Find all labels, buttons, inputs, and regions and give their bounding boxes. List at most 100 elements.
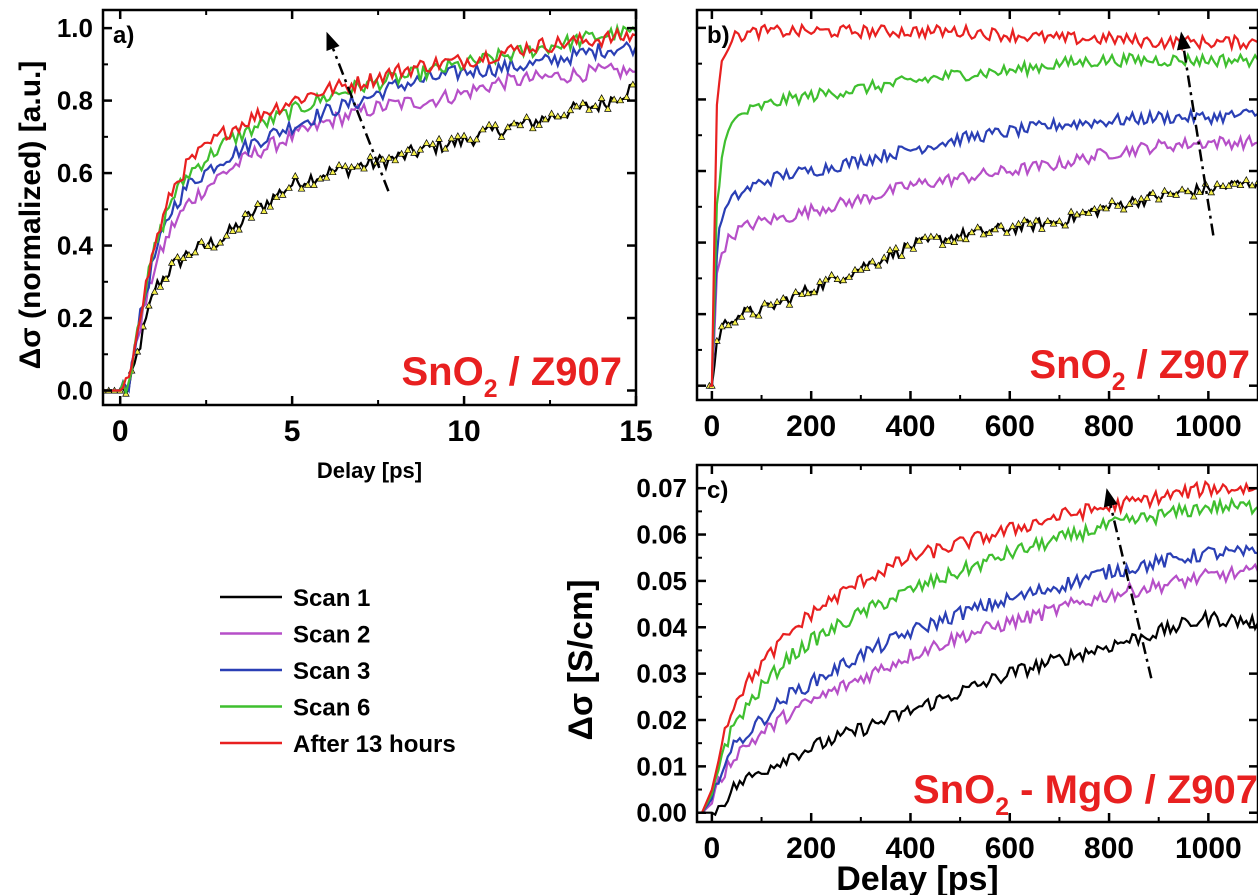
data-marker bbox=[585, 105, 593, 113]
y-tick-label: 0.02 bbox=[636, 705, 687, 735]
x-tick-label: 0 bbox=[112, 415, 129, 448]
data-marker bbox=[932, 232, 941, 240]
x-tick-label: 5 bbox=[284, 415, 301, 448]
data-marker bbox=[773, 297, 781, 305]
data-marker bbox=[839, 276, 848, 284]
y-tick-label: 0.05 bbox=[636, 566, 687, 596]
data-marker bbox=[991, 225, 999, 233]
trend-arrow-line bbox=[331, 48, 390, 192]
data-marker bbox=[1137, 194, 1145, 202]
data-marker bbox=[1008, 222, 1017, 230]
y-tick-label: 0.2 bbox=[57, 303, 93, 333]
x-tick-label: 800 bbox=[1084, 410, 1134, 443]
legend-label: Scan 2 bbox=[293, 622, 370, 649]
data-marker bbox=[779, 294, 788, 301]
data-marker bbox=[1102, 204, 1110, 212]
data-marker bbox=[416, 145, 425, 153]
data-marker bbox=[1230, 179, 1239, 187]
data-marker bbox=[353, 162, 362, 170]
legend-label: Scan 1 bbox=[293, 585, 370, 612]
data-marker bbox=[522, 113, 531, 120]
data-marker bbox=[1032, 216, 1040, 224]
data-marker bbox=[1096, 203, 1105, 211]
data-marker bbox=[731, 318, 739, 326]
legend-label: Scan 3 bbox=[293, 658, 370, 685]
data-marker bbox=[737, 312, 746, 320]
data-marker bbox=[210, 243, 218, 251]
data-marker bbox=[1160, 186, 1169, 194]
sample-annotation: SnO2 / Z907 bbox=[401, 350, 622, 403]
data-marker bbox=[260, 206, 268, 214]
data-marker bbox=[833, 275, 842, 282]
data-marker bbox=[253, 199, 262, 207]
data-marker bbox=[235, 225, 243, 233]
series-line-scan-2 bbox=[701, 562, 1258, 814]
series-line-scan-2 bbox=[709, 133, 1258, 387]
data-marker bbox=[535, 121, 543, 128]
data-marker bbox=[472, 135, 481, 143]
data-marker bbox=[1084, 209, 1093, 216]
data-marker bbox=[915, 236, 924, 244]
data-marker bbox=[718, 322, 726, 330]
y-tick-label: 0.01 bbox=[636, 751, 687, 781]
data-marker bbox=[629, 80, 636, 88]
panel-c: 0 200 400 600 800 1000 0.00 0.01 0.02 0.03 0.04 0.0… bbox=[562, 463, 1258, 895]
data-marker bbox=[303, 180, 312, 188]
data-marker bbox=[266, 202, 275, 210]
panel-label: a) bbox=[113, 22, 134, 49]
sample-annotation: SnO2 - MgO / Z907 bbox=[913, 768, 1258, 821]
data-marker bbox=[579, 99, 587, 106]
data-marker bbox=[1038, 224, 1046, 232]
x-tick-label: 0 bbox=[704, 410, 721, 443]
data-marker bbox=[504, 123, 512, 131]
data-marker bbox=[760, 299, 769, 307]
data-marker bbox=[1213, 180, 1221, 187]
data-marker bbox=[798, 290, 806, 298]
data-marker bbox=[1020, 216, 1029, 224]
data-marker bbox=[886, 246, 894, 254]
x-tick-label: 600 bbox=[985, 832, 1035, 865]
data-marker bbox=[909, 244, 918, 252]
data-marker bbox=[191, 248, 200, 256]
x-tick-label: 800 bbox=[1084, 832, 1134, 865]
data-marker bbox=[1043, 216, 1052, 224]
data-marker bbox=[547, 109, 556, 117]
data-marker bbox=[874, 261, 883, 269]
series-line-scan-1 bbox=[702, 608, 1258, 817]
data-marker bbox=[968, 228, 976, 236]
data-marker bbox=[335, 160, 343, 168]
series-line-after-13-hours bbox=[103, 26, 636, 392]
data-marker bbox=[1049, 219, 1058, 227]
y-tick-label: 1.0 bbox=[57, 13, 93, 43]
data-marker bbox=[497, 132, 506, 140]
data-marker bbox=[1207, 188, 1216, 196]
data-marker bbox=[1236, 181, 1245, 188]
data-marker bbox=[616, 96, 625, 104]
data-marker bbox=[810, 288, 818, 296]
data-marker bbox=[185, 251, 193, 258]
data-marker bbox=[973, 223, 982, 231]
x-tick-label: 15 bbox=[619, 415, 652, 448]
data-marker bbox=[216, 238, 225, 246]
data-marker bbox=[927, 232, 935, 240]
panel-label: b) bbox=[707, 22, 730, 49]
data-marker bbox=[997, 221, 1005, 229]
data-marker bbox=[1166, 190, 1175, 197]
data-marker bbox=[1184, 187, 1192, 195]
series-line-scan-3 bbox=[701, 543, 1258, 814]
data-marker bbox=[921, 233, 929, 241]
data-marker bbox=[360, 164, 368, 172]
data-marker bbox=[466, 135, 475, 143]
data-marker bbox=[145, 301, 153, 309]
plot-frame bbox=[101, 8, 638, 407]
data-marker bbox=[447, 134, 456, 142]
y-tick-label: 0.03 bbox=[636, 659, 687, 689]
data-marker bbox=[767, 300, 775, 308]
data-marker bbox=[1026, 219, 1035, 227]
data-marker bbox=[167, 258, 176, 266]
data-marker bbox=[435, 134, 443, 142]
data-marker bbox=[903, 241, 912, 249]
data-marker bbox=[203, 242, 212, 249]
data-marker bbox=[1172, 190, 1181, 198]
data-marker bbox=[1067, 207, 1075, 215]
